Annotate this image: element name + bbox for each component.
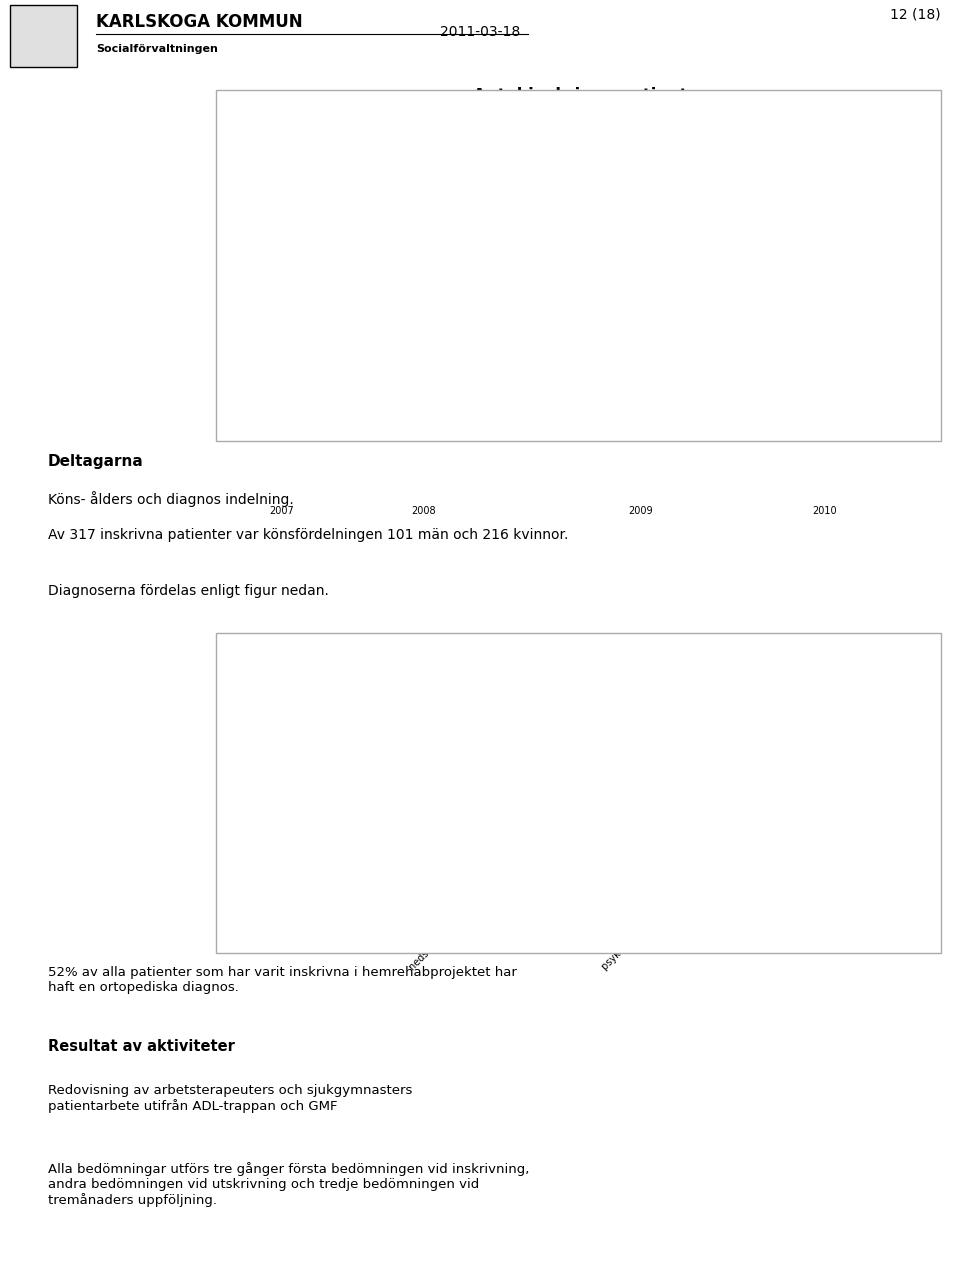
Bar [743,266,756,390]
Bar [910,239,923,390]
Text: Köns- ålders och diagnos indelning.: Köns- ålders och diagnos indelning. [48,491,294,506]
Bar [292,321,304,390]
Bar [358,335,371,390]
Bar [626,253,638,390]
Bar [372,778,424,883]
Bar [275,266,287,390]
Bar [793,280,805,390]
Bar [375,211,388,390]
Bar [843,280,855,390]
Text: Resultat av aktiviteter: Resultat av aktiviteter [48,1039,235,1054]
Bar [475,239,488,390]
Bar [610,335,622,390]
Bar [492,266,505,390]
Bar [660,239,672,390]
Text: 12 (18): 12 (18) [890,6,941,20]
Text: 2011-03-18: 2011-03-18 [440,24,520,38]
Text: Alla bedömningar utförs tre gånger första bedömningen vid inskrivning,
andra bed: Alla bedömningar utförs tre gånger först… [48,1163,529,1207]
Bar [660,880,712,883]
Title: Antal inskrivna patienter: Antal inskrivna patienter [473,87,708,105]
Bar [342,211,354,390]
Bar [564,872,617,883]
Bar [676,280,688,390]
Text: 2009: 2009 [628,505,653,515]
Bar [759,335,772,390]
Text: 32: 32 [489,831,500,842]
Bar [894,253,906,390]
Text: 2007: 2007 [269,505,294,515]
Text: Socialförvaltningen: Socialförvaltningen [96,43,218,54]
Bar [860,239,873,390]
Text: 9: 9 [588,859,593,870]
Text: Deltagarna: Deltagarna [48,454,144,469]
Bar [852,874,904,883]
Bar [693,335,706,390]
Bar [325,308,338,390]
Text: 2: 2 [684,867,689,877]
Bar [526,335,539,390]
Text: KARLSKOGA KOMMUN: KARLSKOGA KOMMUN [96,13,302,31]
Text: 2010: 2010 [812,505,837,515]
Bar [777,349,789,390]
Bar [425,143,438,390]
Bar [459,198,471,390]
Bar [308,308,321,390]
Bar [409,225,421,390]
Bar [392,266,404,390]
Bar [709,321,722,390]
Bar [559,266,571,390]
Text: 87: 87 [393,765,404,775]
Bar [810,239,823,390]
Text: 7: 7 [876,862,881,872]
Bar [876,239,889,390]
Bar [258,280,271,390]
Text: 165: 165 [293,670,312,680]
Bar [642,253,655,390]
Text: Diagnoserna fördelas enligt figur nedan.: Diagnoserna fördelas enligt figur nedan. [48,583,329,597]
Bar [509,280,521,390]
Bar [576,253,588,390]
Bar [276,683,328,883]
Bar [468,844,521,883]
Bar [542,266,555,390]
Bar [756,868,808,883]
Text: 2008: 2008 [411,505,436,515]
Bar [592,294,605,390]
Text: 52% av alla patienter som har varit inskrivna i hemrehabprojektet har
haft en or: 52% av alla patienter som har varit insk… [48,966,516,994]
Text: Av 317 inskrivna patienter var könsfördelningen 101 män och 216 kvinnor.: Av 317 inskrivna patienter var könsförde… [48,528,568,542]
Text: 12: 12 [777,856,788,866]
Bar [442,294,455,390]
Bar [827,211,839,390]
Bar [726,363,739,390]
Text: Redovisning av arbetsterapeuters och sjukgymnasters
patientarbete utifrån ADL-tr: Redovisning av arbetsterapeuters och sju… [48,1083,413,1113]
Title: Fördelning mellan diagnoser: Fördelning mellan diagnoser [478,643,703,657]
FancyBboxPatch shape [10,5,77,67]
